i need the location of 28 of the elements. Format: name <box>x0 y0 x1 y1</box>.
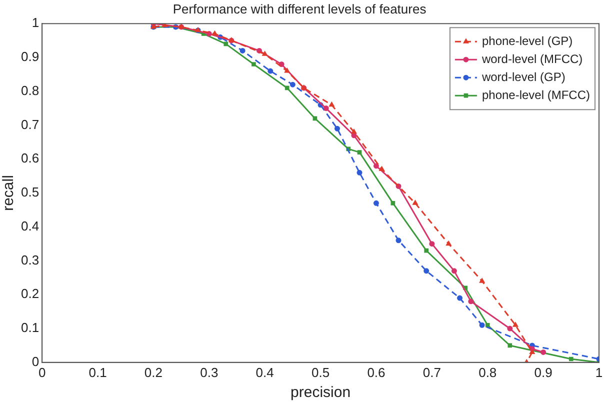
x-tick-label: 0.3 <box>200 364 218 380</box>
x-tick-label: 0.1 <box>88 364 107 380</box>
x-tick-label: 0.9 <box>534 364 552 380</box>
y-tick-label: 0.3 <box>20 252 40 268</box>
y-tick-label: 0.7 <box>20 116 40 132</box>
y-tick-label: 0.4 <box>20 218 40 234</box>
y-tick-label: 0.9 <box>20 49 40 64</box>
x-tick-label: 0.2 <box>144 364 162 380</box>
x-tick-label: 1 <box>595 364 603 380</box>
y-tick-label: 0 <box>32 354 40 369</box>
y-tick-label: 0.8 <box>20 82 40 98</box>
legend-label: word-level (GP) <box>480 70 566 84</box>
y-axis-title: recall <box>0 175 18 211</box>
x-tick-label: 0.4 <box>256 364 274 380</box>
chart-title: Performance with different levels of features <box>172 1 427 16</box>
y-tick-label: 0.2 <box>20 286 40 302</box>
x-tick-label: 0.5 <box>311 364 330 380</box>
y-tick-label: 1 <box>32 15 40 30</box>
y-tick-label: 0.6 <box>20 150 40 166</box>
y-tick-label: 0.5 <box>20 184 40 200</box>
legend-label: word-level (MFCC) <box>480 52 583 66</box>
x-axis-title: precision <box>290 384 351 402</box>
legend-label: phone-level (GP) <box>482 34 573 48</box>
x-tick-label: 0.7 <box>422 364 441 380</box>
x-tick-label: 0.6 <box>367 364 386 380</box>
y-tick-label: 0.1 <box>20 320 40 336</box>
legend-label: phone-level (MFCC) <box>482 88 590 102</box>
x-tick-label: 0.8 <box>478 364 497 380</box>
